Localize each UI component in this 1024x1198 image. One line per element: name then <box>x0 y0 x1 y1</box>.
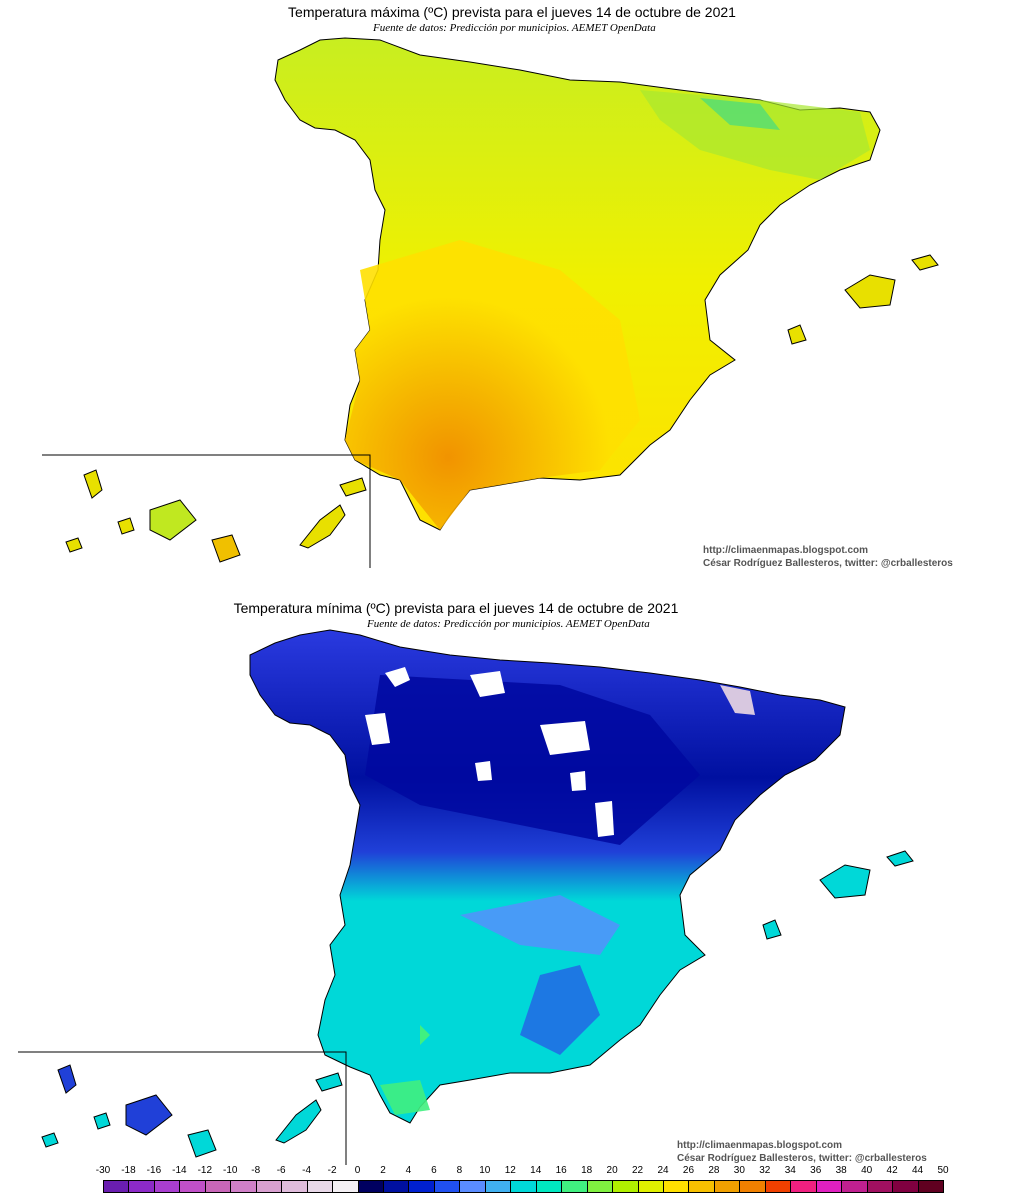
legend-color-box <box>841 1180 868 1193</box>
legend-color-box <box>815 1180 843 1193</box>
legend-color-box <box>484 1180 512 1193</box>
max-credit-author: César Rodríguez Ballesteros, twitter: @c… <box>703 558 953 569</box>
max-map-credit: http://climaenmapas.blogspot.com César R… <box>703 544 953 570</box>
legend-color-box <box>713 1180 741 1193</box>
min-credit-url: http://climaenmapas.blogspot.com <box>677 1140 843 1151</box>
legend-color-box <box>510 1180 537 1193</box>
legend-color-box <box>255 1180 283 1193</box>
max-credit-url: http://climaenmapas.blogspot.com <box>703 545 869 556</box>
legend-label: 44 <box>911 1165 924 1176</box>
legend-color-box <box>790 1180 817 1193</box>
legend-label: -18 <box>121 1165 136 1176</box>
balearic-islands-min <box>819 864 871 899</box>
legend-label: 28 <box>708 1165 720 1176</box>
canary-islands <box>65 469 367 563</box>
legend-color-box <box>128 1180 155 1193</box>
legend-color-box <box>535 1180 563 1193</box>
legend-label: 34 <box>784 1165 796 1176</box>
min-map-credit: http://climaenmapas.blogspot.com César R… <box>677 1139 927 1165</box>
legend-color-box <box>892 1180 919 1193</box>
legend-label: -16 <box>146 1165 162 1176</box>
legend-color-box <box>153 1180 181 1193</box>
legend-color-box <box>433 1180 461 1193</box>
legend-color-box <box>383 1180 410 1193</box>
legend-label: 6 <box>431 1165 437 1176</box>
legend-color-box <box>179 1180 206 1193</box>
legend-color-box <box>306 1180 334 1193</box>
legend-label: 30 <box>733 1165 745 1176</box>
legend-label: 38 <box>835 1165 847 1176</box>
legend-label: -8 <box>251 1165 261 1176</box>
max-temperature-map <box>42 37 939 568</box>
legend-color-box <box>459 1180 486 1193</box>
min-credit-author: César Rodríguez Ballesteros, twitter: @c… <box>677 1153 927 1164</box>
legend-color-box <box>332 1180 359 1193</box>
legend-label: -10 <box>223 1165 238 1176</box>
legend-label: -14 <box>172 1165 187 1176</box>
legend-label: -30 <box>95 1165 111 1176</box>
legend-label: 10 <box>479 1165 491 1176</box>
legend-color-box <box>204 1180 232 1193</box>
legend-label: -2 <box>327 1165 337 1176</box>
legend-color-box <box>739 1180 766 1193</box>
legend-color-box <box>230 1180 257 1193</box>
legend-color-box <box>764 1180 792 1193</box>
max-map-title: Temperatura máxima (ºC) prevista para el… <box>288 4 736 20</box>
temperature-color-legend: -30 -18 -16 -14 -12 -10 -8 -6 -4 -2 0 2 4 6 8 10 12 14 16 1… <box>96 1165 949 1198</box>
legend-label: -4 <box>302 1165 312 1176</box>
legend-label: 12 <box>504 1165 516 1176</box>
legend-color-box <box>586 1180 614 1193</box>
legend-label: 26 <box>682 1165 695 1176</box>
legend-label: 36 <box>810 1165 822 1176</box>
legend-label: 0 <box>354 1165 361 1176</box>
legend-label: 32 <box>759 1165 771 1176</box>
legend-label: 8 <box>456 1165 463 1176</box>
legend-label: 2 <box>380 1165 386 1176</box>
canary-inset-frame-min <box>18 1051 347 1165</box>
canary-islands-min <box>41 1064 343 1158</box>
legend-color-box <box>103 1180 130 1193</box>
min-map-title: Temperatura mínima (ºC) prevista para el… <box>233 600 679 616</box>
legend-color-box <box>612 1180 639 1193</box>
legend-color-box <box>866 1180 894 1193</box>
legend-color-box <box>688 1180 715 1193</box>
legend-label: 14 <box>530 1165 542 1176</box>
legend-label: 20 <box>606 1165 618 1176</box>
legend-label: 50 <box>937 1165 949 1176</box>
below-zero-patches <box>365 667 755 837</box>
legend-label: 22 <box>631 1165 644 1176</box>
legend-label: 16 <box>555 1165 567 1176</box>
canary-inset-frame <box>42 454 371 568</box>
min-map-source: Fuente de datos: Predicción por municipi… <box>367 618 650 630</box>
legend-color-box <box>917 1180 944 1193</box>
legend-color-box <box>663 1180 690 1193</box>
legend-label: 42 <box>886 1165 898 1176</box>
min-temperature-map <box>18 629 914 1165</box>
legend-color-box <box>561 1180 588 1193</box>
legend-label: 4 <box>405 1165 412 1176</box>
legend-label: -12 <box>197 1165 213 1176</box>
legend-label: 18 <box>581 1165 593 1176</box>
legend-color-box <box>357 1180 384 1193</box>
balearic-islands <box>844 274 896 309</box>
max-map-source: Fuente de datos: Predicción por municipi… <box>373 22 656 34</box>
legend-color-box <box>637 1180 664 1193</box>
legend-label: -6 <box>276 1165 286 1176</box>
legend-color-box <box>408 1180 435 1193</box>
legend-label: 40 <box>861 1165 873 1176</box>
legend-label: 24 <box>657 1165 669 1176</box>
legend-color-box <box>281 1180 308 1193</box>
